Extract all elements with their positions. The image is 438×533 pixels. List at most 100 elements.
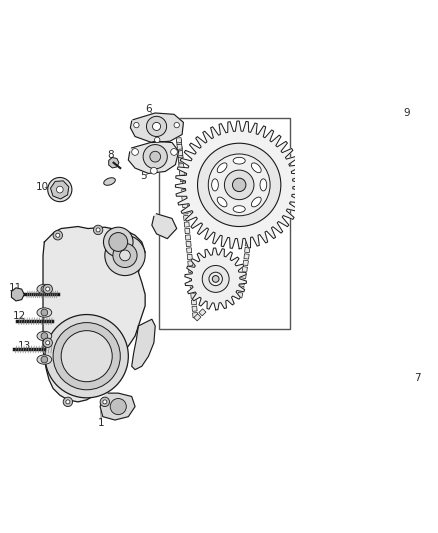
Polygon shape: [182, 196, 187, 201]
Polygon shape: [152, 214, 177, 239]
Circle shape: [66, 400, 70, 404]
Polygon shape: [236, 163, 241, 169]
Ellipse shape: [364, 375, 384, 384]
Ellipse shape: [37, 308, 52, 317]
Circle shape: [212, 276, 219, 282]
Polygon shape: [178, 157, 184, 163]
Polygon shape: [237, 292, 243, 298]
Circle shape: [96, 228, 100, 232]
Polygon shape: [245, 241, 250, 246]
Polygon shape: [180, 176, 185, 182]
Circle shape: [56, 233, 60, 237]
Polygon shape: [179, 166, 184, 172]
Polygon shape: [131, 113, 184, 142]
Polygon shape: [190, 287, 195, 292]
Text: 7: 7: [414, 373, 420, 383]
Text: 9: 9: [404, 108, 410, 118]
Polygon shape: [239, 176, 245, 182]
Polygon shape: [185, 248, 247, 310]
Polygon shape: [11, 288, 24, 301]
Polygon shape: [132, 319, 155, 369]
Polygon shape: [179, 159, 184, 165]
Text: 10: 10: [36, 182, 49, 192]
Polygon shape: [184, 215, 189, 221]
Polygon shape: [128, 141, 179, 173]
Text: 2: 2: [128, 257, 135, 267]
Polygon shape: [192, 306, 197, 311]
Circle shape: [57, 186, 63, 193]
Circle shape: [134, 123, 139, 128]
Circle shape: [46, 287, 50, 291]
Circle shape: [151, 167, 157, 174]
Circle shape: [45, 314, 128, 398]
Polygon shape: [185, 228, 190, 233]
Polygon shape: [241, 273, 247, 279]
Polygon shape: [177, 138, 181, 143]
Circle shape: [43, 284, 53, 294]
Polygon shape: [186, 241, 191, 247]
Circle shape: [155, 137, 160, 142]
Text: 1: 1: [98, 418, 105, 429]
Ellipse shape: [37, 284, 52, 294]
Circle shape: [152, 123, 161, 131]
Circle shape: [224, 170, 254, 200]
Polygon shape: [183, 209, 188, 214]
Polygon shape: [234, 157, 240, 163]
Circle shape: [174, 123, 180, 128]
Ellipse shape: [37, 355, 52, 364]
Circle shape: [63, 397, 73, 407]
Circle shape: [209, 272, 223, 286]
Circle shape: [120, 250, 131, 261]
Polygon shape: [246, 228, 251, 233]
Polygon shape: [240, 279, 245, 285]
Polygon shape: [193, 312, 198, 318]
Polygon shape: [185, 193, 191, 199]
Circle shape: [100, 397, 110, 407]
Ellipse shape: [37, 332, 52, 341]
Circle shape: [113, 244, 137, 268]
Polygon shape: [177, 151, 183, 156]
Polygon shape: [180, 183, 186, 188]
Polygon shape: [187, 199, 193, 206]
Polygon shape: [244, 254, 249, 259]
Circle shape: [198, 143, 281, 227]
Circle shape: [41, 333, 48, 340]
Polygon shape: [181, 189, 186, 195]
Circle shape: [43, 338, 53, 348]
Circle shape: [150, 151, 161, 162]
Polygon shape: [182, 179, 188, 185]
Polygon shape: [109, 157, 119, 168]
Ellipse shape: [217, 197, 227, 207]
Polygon shape: [232, 150, 238, 157]
Polygon shape: [244, 209, 250, 214]
Circle shape: [132, 149, 138, 155]
Polygon shape: [246, 222, 251, 227]
Circle shape: [208, 154, 270, 216]
Polygon shape: [187, 248, 192, 253]
Polygon shape: [246, 235, 251, 240]
Polygon shape: [191, 293, 196, 298]
Polygon shape: [189, 273, 194, 279]
Polygon shape: [184, 222, 189, 227]
Polygon shape: [180, 170, 184, 175]
Polygon shape: [244, 202, 249, 208]
Circle shape: [202, 265, 229, 293]
Circle shape: [146, 116, 166, 136]
Polygon shape: [100, 393, 135, 420]
Polygon shape: [182, 203, 187, 208]
Polygon shape: [243, 196, 248, 201]
Polygon shape: [185, 235, 191, 240]
Polygon shape: [188, 261, 193, 266]
Polygon shape: [245, 215, 250, 220]
Polygon shape: [177, 139, 182, 145]
Circle shape: [56, 185, 64, 193]
Circle shape: [41, 286, 48, 293]
Text: 11: 11: [9, 282, 22, 293]
Ellipse shape: [233, 206, 245, 213]
Polygon shape: [184, 186, 189, 192]
Circle shape: [53, 231, 63, 240]
Polygon shape: [178, 153, 183, 158]
Circle shape: [103, 400, 107, 404]
Polygon shape: [190, 280, 195, 286]
Ellipse shape: [212, 179, 219, 191]
